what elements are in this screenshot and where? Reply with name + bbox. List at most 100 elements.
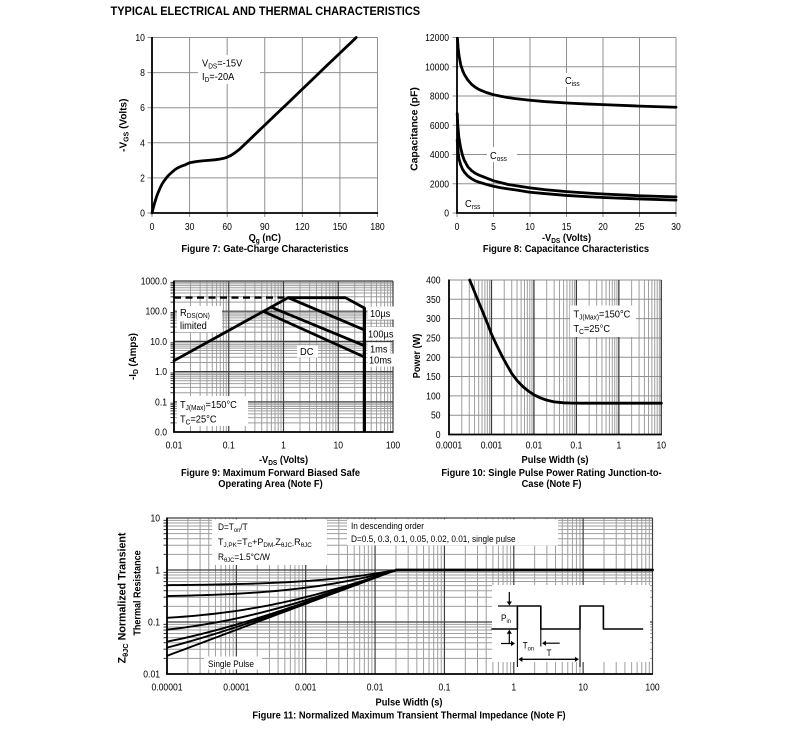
svg-text:TJ(Max)=150°C: TJ(Max)=150°C <box>574 309 631 322</box>
svg-text:Thermal Resistance: Thermal Resistance <box>132 550 144 636</box>
svg-text:350: 350 <box>426 294 440 305</box>
svg-text:Ciss: Ciss <box>565 76 580 89</box>
svg-text:0: 0 <box>436 429 441 440</box>
svg-text:0: 0 <box>444 208 449 219</box>
svg-text:250: 250 <box>426 333 440 344</box>
svg-text:25: 25 <box>635 221 645 232</box>
svg-text:0: 0 <box>455 221 460 232</box>
svg-text:200: 200 <box>426 352 440 363</box>
svg-text:0.1: 0.1 <box>148 617 160 628</box>
svg-text:50: 50 <box>431 410 441 421</box>
svg-text:0.1: 0.1 <box>155 397 167 408</box>
svg-text:D=0.5, 0.3, 0.1, 0.05, 0.02, 0: D=0.5, 0.3, 0.1, 0.05, 0.02, 0.01, singl… <box>351 534 516 544</box>
svg-text:Single Pulse: Single Pulse <box>208 659 254 669</box>
svg-text:5: 5 <box>491 221 496 232</box>
svg-text:10: 10 <box>657 440 667 451</box>
svg-text:1ms: 1ms <box>370 344 388 355</box>
svg-text:0.0: 0.0 <box>155 427 167 438</box>
svg-text:10: 10 <box>525 221 535 232</box>
svg-text:RDS(ON): RDS(ON) <box>180 308 210 321</box>
svg-text:150: 150 <box>333 221 347 232</box>
svg-text:TYPICAL ELECTRICAL AND THERMAL: TYPICAL ELECTRICAL AND THERMAL CHARACTER… <box>111 6 421 19</box>
svg-text:100.0: 100.0 <box>146 306 167 317</box>
svg-text:Figure 10: Single Pulse Power: Figure 10: Single Pulse Power Rating Jun… <box>441 468 661 479</box>
svg-text:0.00001: 0.00001 <box>151 682 182 693</box>
svg-text:VDS=-15V: VDS=-15V <box>202 58 243 71</box>
svg-text:90: 90 <box>260 221 270 232</box>
svg-text:12000: 12000 <box>425 32 449 43</box>
svg-text:-ID (Amps): -ID (Amps) <box>128 333 140 380</box>
svg-text:0.1: 0.1 <box>438 682 450 693</box>
svg-text:0: 0 <box>140 208 145 219</box>
svg-text:TJ,PK=TC+PDM-ZθJC-RθJC: TJ,PK=TC+PDM-ZθJC-RθJC <box>218 537 312 549</box>
svg-text:10: 10 <box>135 32 145 43</box>
svg-text:2: 2 <box>140 173 145 184</box>
svg-text:0.001: 0.001 <box>481 440 502 451</box>
svg-text:Ton: Ton <box>523 640 535 652</box>
svg-text:10.0: 10.0 <box>150 336 167 347</box>
svg-text:Coss: Coss <box>490 151 507 164</box>
svg-text:Pulse Width (s): Pulse Width (s) <box>522 455 589 466</box>
svg-text:400: 400 <box>426 275 440 286</box>
svg-text:T: T <box>547 648 553 658</box>
svg-text:In descending order: In descending order <box>351 521 424 531</box>
svg-text:180: 180 <box>370 221 384 232</box>
svg-text:Pulse Width (s): Pulse Width (s) <box>376 697 443 708</box>
svg-text:limited: limited <box>180 321 207 332</box>
svg-text:30: 30 <box>185 221 195 232</box>
svg-text:0.0001: 0.0001 <box>223 682 249 693</box>
svg-text:6: 6 <box>140 103 145 114</box>
svg-text:1000.0: 1000.0 <box>141 276 167 287</box>
svg-text:4: 4 <box>140 138 145 149</box>
svg-text:TJ(Max)=150°C: TJ(Max)=150°C <box>180 400 237 413</box>
svg-text:Capacitance (pF): Capacitance (pF) <box>410 87 421 171</box>
svg-text:0.01: 0.01 <box>367 682 384 693</box>
svg-text:4000: 4000 <box>430 149 449 160</box>
svg-text:2000: 2000 <box>430 179 449 190</box>
svg-text:100: 100 <box>426 391 440 402</box>
svg-text:Figure 9: Maximum Forward Bias: Figure 9: Maximum Forward Biased Safe <box>181 468 361 479</box>
svg-text:Case (Note F): Case (Note F) <box>522 479 582 490</box>
svg-text:0.001: 0.001 <box>295 682 316 693</box>
svg-text:DC: DC <box>300 347 313 358</box>
svg-text:0.1: 0.1 <box>223 440 235 451</box>
svg-text:1: 1 <box>155 565 160 576</box>
svg-text:30: 30 <box>671 221 681 232</box>
svg-text:ZθJC Normalized Transient: ZθJC Normalized Transient <box>116 532 130 663</box>
svg-text:10000: 10000 <box>425 62 449 73</box>
svg-text:60: 60 <box>222 221 232 232</box>
svg-text:0.0001: 0.0001 <box>436 440 462 451</box>
svg-text:ID=-20A: ID=-20A <box>202 72 235 85</box>
svg-text:6000: 6000 <box>430 120 449 131</box>
svg-text:1: 1 <box>281 440 286 451</box>
svg-text:1: 1 <box>511 682 516 693</box>
svg-text:-VDS (Volts): -VDS (Volts) <box>542 233 591 246</box>
svg-text:0.01: 0.01 <box>526 440 543 451</box>
svg-text:100: 100 <box>645 682 659 693</box>
svg-text:10µs: 10µs <box>370 309 390 320</box>
svg-text:10: 10 <box>150 513 160 524</box>
svg-text:TC=25°C: TC=25°C <box>574 324 611 337</box>
svg-text:Pin: Pin <box>501 613 511 625</box>
svg-text:Figure 7: Gate-Charge Characte: Figure 7: Gate-Charge Characteristics <box>181 244 348 255</box>
svg-text:0.01: 0.01 <box>143 669 160 680</box>
svg-text:D=Ton/T: D=Ton/T <box>218 522 248 534</box>
svg-text:120: 120 <box>295 221 309 232</box>
svg-text:15: 15 <box>562 221 572 232</box>
svg-text:100µs: 100µs <box>368 329 394 340</box>
svg-text:1: 1 <box>616 440 621 451</box>
svg-text:10: 10 <box>578 682 588 693</box>
svg-text:RθJC=1.5°C/W: RθJC=1.5°C/W <box>218 552 271 564</box>
svg-text:-VDS (Volts): -VDS (Volts) <box>259 455 308 468</box>
svg-text:0.01: 0.01 <box>166 440 183 451</box>
svg-text:TC=25°C: TC=25°C <box>180 414 217 427</box>
svg-text:20: 20 <box>598 221 608 232</box>
svg-text:-VGS (Volts): -VGS (Volts) <box>119 99 131 152</box>
svg-text:8: 8 <box>140 68 145 79</box>
svg-text:1.0: 1.0 <box>155 367 167 378</box>
svg-text:8000: 8000 <box>430 91 449 102</box>
svg-text:Figure 11: Normalized Maximum: Figure 11: Normalized Maximum Transient … <box>252 710 565 721</box>
svg-text:100: 100 <box>386 440 400 451</box>
svg-text:Power (W): Power (W) <box>412 334 424 378</box>
svg-text:0.1: 0.1 <box>570 440 582 451</box>
